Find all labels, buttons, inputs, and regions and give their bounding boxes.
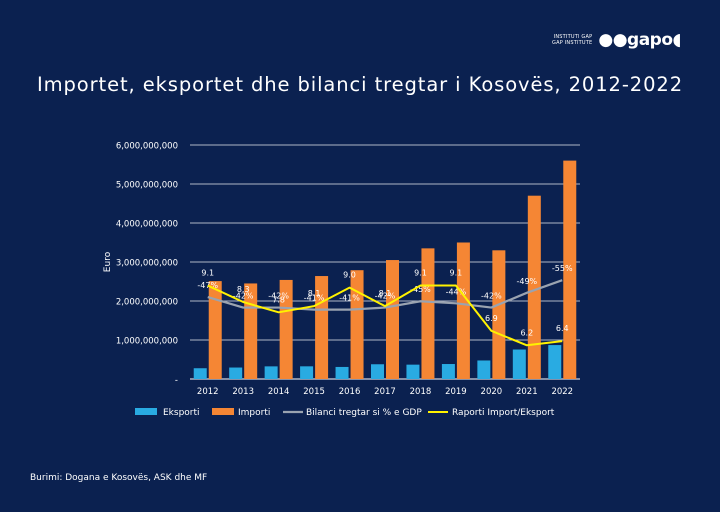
balance-data-label: -42% xyxy=(375,292,396,301)
import-bar xyxy=(208,281,222,379)
y-tick-label: 6,000,000,000 xyxy=(116,142,178,152)
import-bar xyxy=(492,250,506,379)
export-bar xyxy=(406,364,420,379)
ratio-data-label: 8.1 xyxy=(379,289,392,298)
x-tick-label: 2022 xyxy=(551,387,573,397)
legend-label-exports: Eksporti xyxy=(163,408,200,418)
export-bar xyxy=(229,367,243,379)
export-bar xyxy=(512,349,526,379)
x-tick-label: 2021 xyxy=(516,387,538,397)
import-bar xyxy=(315,276,329,379)
source-note: Burimi: Dogana e Kosovës, ASK dhe MF xyxy=(30,473,208,483)
logo-end-mark: ◖ xyxy=(672,30,682,50)
x-tick-label: 2019 xyxy=(445,387,467,397)
logo-line-2: GAP INSTITUTE xyxy=(552,40,593,46)
x-tick-label: 2015 xyxy=(303,387,325,397)
legend-swatch-imports xyxy=(212,408,234,415)
y-tick-label: 5,000,000,000 xyxy=(116,181,178,191)
balance-data-label: -45% xyxy=(410,285,431,294)
x-tick-label: 2016 xyxy=(339,387,361,397)
logo-mark: ●●gapo◖ xyxy=(598,30,681,50)
import-bar xyxy=(350,270,364,379)
y-tick-label: 4,000,000,000 xyxy=(116,220,178,230)
export-bar xyxy=(548,345,562,379)
legend-label-ratio: Raporti Import/Eksport xyxy=(452,408,555,418)
balance-data-label: -42% xyxy=(233,292,254,301)
balance-data-label: -41% xyxy=(304,294,325,303)
import-bar xyxy=(386,260,399,379)
balance-data-label: -49% xyxy=(516,277,537,286)
export-bar xyxy=(477,360,491,379)
balance-data-label: -42% xyxy=(481,292,502,301)
y-axis-label: Euro xyxy=(103,251,113,272)
balance-data-label: -55% xyxy=(552,264,573,273)
ratio-data-label: 9.1 xyxy=(450,269,463,278)
x-tick-label: 2017 xyxy=(374,387,396,397)
ratio-data-label: 6.9 xyxy=(485,314,498,323)
import-bar xyxy=(563,160,577,379)
import-bar xyxy=(456,242,470,379)
ratio-data-label: 8.3 xyxy=(237,285,250,294)
balance-line xyxy=(207,279,563,311)
ratio-data-label: 9.0 xyxy=(343,271,356,280)
balance-data-label: -44% xyxy=(446,287,467,296)
import-bar xyxy=(421,248,435,379)
x-tick-label: 2020 xyxy=(481,387,503,397)
legend-label-balance: Bilanci tregtar si % e GDP xyxy=(306,408,422,418)
logo-line-1: INSTITUTI GAP xyxy=(553,34,593,40)
ratio-data-label: 9.1 xyxy=(414,269,427,278)
logo-institute-name: INSTITUTI GAP GAP INSTITUTE xyxy=(552,34,592,46)
export-bar xyxy=(193,368,207,379)
export-bar xyxy=(300,366,314,379)
ratio-data-label: 8.1 xyxy=(308,289,321,298)
x-tick-label: 2012 xyxy=(197,387,219,397)
logo-dots: ●● xyxy=(598,30,628,50)
ratio-data-label: 7.8 xyxy=(272,295,285,304)
ratio-data-label: 9.1 xyxy=(201,269,214,278)
y-tick-label: 3,000,000,000 xyxy=(116,259,178,269)
y-tick-label: 2,000,000,000 xyxy=(116,298,178,308)
y-tick-label: 1,000,000,000 xyxy=(116,337,178,347)
ratio-data-label: 6.4 xyxy=(556,324,569,333)
chart-title: Importet, eksportet dhe bilanci tregtar … xyxy=(36,73,684,96)
legend-label-imports: Importi xyxy=(238,408,270,418)
export-bar xyxy=(264,366,278,379)
gap-institute-logo: INSTITUTI GAP GAP INSTITUTE ●●gapo◖ xyxy=(552,30,682,50)
x-tick-label: 2018 xyxy=(410,387,432,397)
legend-swatch-exports xyxy=(135,408,157,415)
ratio-data-label: 6.2 xyxy=(520,328,533,337)
x-tick-label: 2013 xyxy=(232,387,254,397)
x-tick-label: 2014 xyxy=(268,387,290,397)
balance-data-label: -41% xyxy=(339,294,360,303)
export-bar xyxy=(371,364,384,379)
import-bar xyxy=(527,195,541,379)
export-bar xyxy=(335,366,349,379)
y-tick-label: - xyxy=(175,376,178,386)
export-bar xyxy=(441,364,455,379)
import-bar xyxy=(279,279,293,379)
balance-data-label: -42% xyxy=(268,292,289,301)
logo-wordmark: gapo xyxy=(627,30,673,50)
ratio-line xyxy=(207,284,563,347)
